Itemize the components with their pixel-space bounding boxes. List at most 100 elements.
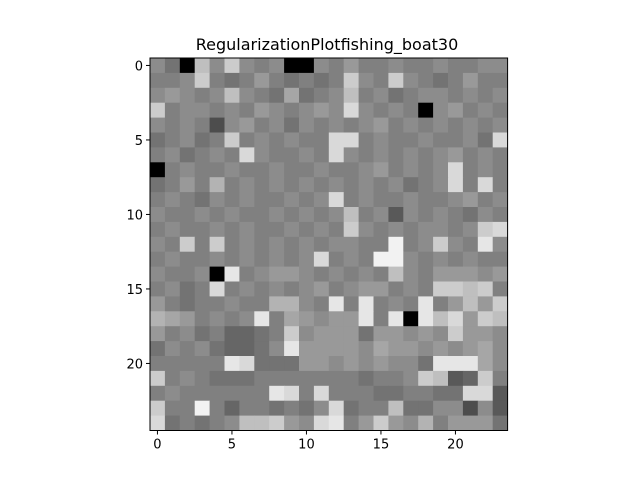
heatmap-cell — [462, 281, 479, 297]
heatmap-cell — [328, 132, 345, 148]
heatmap-cell — [239, 132, 255, 148]
heatmap-cell — [358, 326, 374, 342]
heatmap-cell — [343, 400, 359, 416]
heatmap-cell — [284, 207, 300, 223]
heatmap-cell — [492, 341, 508, 357]
heatmap-cell — [269, 162, 285, 178]
heatmap-cell — [254, 326, 270, 342]
heatmap-cell — [433, 236, 449, 253]
heatmap-cell — [164, 162, 181, 178]
heatmap-cell — [433, 370, 449, 387]
heatmap-cell — [209, 132, 225, 148]
heatmap-cell — [150, 281, 166, 297]
heatmap-cell — [448, 221, 464, 238]
heatmap-cell — [418, 102, 434, 118]
heatmap-cell — [239, 177, 255, 193]
heatmap-cell — [239, 370, 255, 387]
heatmap-cell — [299, 162, 315, 178]
heatmap-cell — [239, 236, 255, 253]
heatmap-cell — [492, 221, 508, 238]
heatmap-cell — [209, 370, 225, 387]
heatmap-cell — [284, 251, 300, 267]
plot-frame — [149, 57, 509, 431]
heatmap-cell — [492, 162, 508, 178]
heatmap-cell — [373, 266, 389, 282]
heatmap-cell — [433, 251, 449, 267]
heatmap-cell — [418, 132, 434, 148]
heatmap-cell — [254, 132, 270, 148]
heatmap-cell — [299, 87, 315, 104]
heatmap-cell — [224, 400, 240, 416]
heatmap-cell — [269, 117, 285, 133]
heatmap-cell — [254, 370, 270, 387]
heatmap-cell — [433, 311, 449, 327]
heatmap-cell — [358, 192, 374, 208]
heatmap-cell — [373, 102, 389, 118]
heatmap-cell — [150, 58, 166, 74]
heatmap-cell — [254, 341, 270, 357]
heatmap-cell — [358, 385, 374, 402]
heatmap-cell — [164, 326, 181, 342]
heatmap-cell — [448, 72, 464, 89]
heatmap-cell — [388, 117, 404, 133]
heatmap-cell — [328, 221, 345, 238]
heatmap-cell — [358, 58, 374, 74]
heatmap-cell — [403, 72, 419, 89]
heatmap-cell — [388, 311, 404, 327]
heatmap-cell — [179, 117, 196, 133]
heatmap-cell — [194, 177, 210, 193]
heatmap-cell — [388, 132, 404, 148]
heatmap-cell — [448, 102, 464, 118]
heatmap-cell — [269, 221, 285, 238]
heatmap-cell — [164, 251, 181, 267]
heatmap-cell — [388, 281, 404, 297]
heatmap-cell — [373, 326, 389, 342]
heatmap-cell — [492, 58, 508, 74]
heatmap-cell — [403, 192, 419, 208]
heatmap-cell — [209, 192, 225, 208]
heatmap-cell — [343, 87, 359, 104]
heatmap-cell — [388, 162, 404, 178]
heatmap-cell — [150, 400, 166, 416]
heatmap-cell — [224, 296, 240, 312]
heatmap-cell — [358, 147, 374, 163]
heatmap-cell — [358, 236, 374, 253]
heatmap-cell — [284, 177, 300, 193]
heatmap-cell — [492, 281, 508, 297]
heatmap-cell — [433, 281, 449, 297]
heatmap-cell — [358, 281, 374, 297]
heatmap-cell — [284, 132, 300, 148]
heatmap-cell — [179, 58, 196, 74]
heatmap-cell — [209, 236, 225, 253]
heatmap-cell — [194, 266, 210, 282]
heatmap-cell — [373, 356, 389, 372]
heatmap-cell — [462, 207, 479, 223]
heatmap-cell — [254, 356, 270, 372]
heatmap-cell — [299, 132, 315, 148]
heatmap-cell — [328, 147, 345, 163]
heatmap-cell — [343, 266, 359, 282]
heatmap-cells — [150, 58, 508, 431]
heatmap-cell — [269, 385, 285, 402]
heatmap-cell — [403, 281, 419, 297]
heatmap-cell — [343, 117, 359, 133]
heatmap-cell — [343, 72, 359, 89]
heatmap-cell — [313, 102, 330, 118]
heatmap-cell — [462, 266, 479, 282]
heatmap-cell — [254, 87, 270, 104]
heatmap-cell — [194, 87, 210, 104]
heatmap-cell — [328, 207, 345, 223]
heatmap-cell — [164, 341, 181, 357]
heatmap-cell — [313, 192, 330, 208]
heatmap-cell — [343, 236, 359, 253]
heatmap-cell — [209, 72, 225, 89]
heatmap-cell — [358, 251, 374, 267]
heatmap-cell — [299, 415, 315, 431]
heatmap-cell — [209, 356, 225, 372]
heatmap-cell — [492, 236, 508, 253]
heatmap-cell — [299, 281, 315, 297]
heatmap-cell — [179, 177, 196, 193]
heatmap-cell — [477, 58, 494, 74]
heatmap-cell — [328, 117, 345, 133]
heatmap-cell — [448, 400, 464, 416]
